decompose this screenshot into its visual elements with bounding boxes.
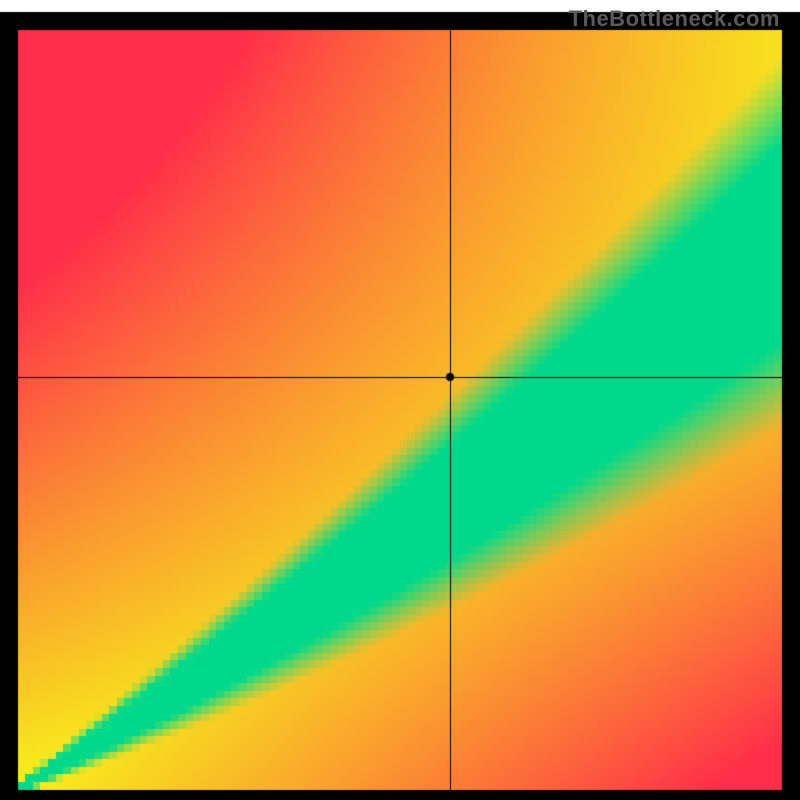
watermark-text: TheBottleneck.com (569, 6, 780, 32)
chart-container: { "canvas": { "width": 800, "height": 80… (0, 0, 800, 800)
bottleneck-heatmap (0, 0, 800, 800)
